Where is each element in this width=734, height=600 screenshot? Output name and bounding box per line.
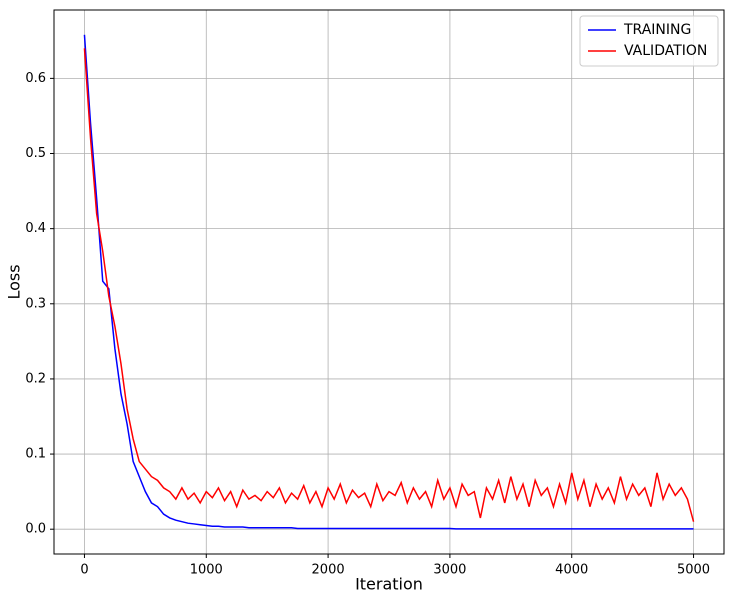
legend-box [579,15,719,67]
x-tick-label: 5000 [677,563,710,578]
y-tick-label: 0.4 [25,221,46,236]
y-tick-label: 0.6 [25,71,46,86]
plot-frame [53,9,725,555]
y-tick-label: 0.0 [25,522,46,537]
x-tick-label: 0 [80,563,88,578]
x-tick-label: 1000 [190,563,223,578]
y-tick-label: 0.3 [25,296,46,311]
legend-label: VALIDATION [624,43,707,59]
legend: TRAINING VALIDATION [579,15,719,67]
x-tick-label: 2000 [312,563,345,578]
y-tick-label: 0.5 [25,146,46,161]
data-line [83,48,695,522]
legend-label: TRAINING [623,22,691,38]
data-line [83,34,694,530]
x-tick-label: 4000 [555,563,588,578]
y-tick-label: 0.1 [25,447,46,462]
y-tick-label: 0.2 [25,371,46,386]
y-axis-label: Loss [5,264,24,299]
x-axis-label: Iteration [355,575,423,594]
x-tick-label: 3000 [433,563,466,578]
